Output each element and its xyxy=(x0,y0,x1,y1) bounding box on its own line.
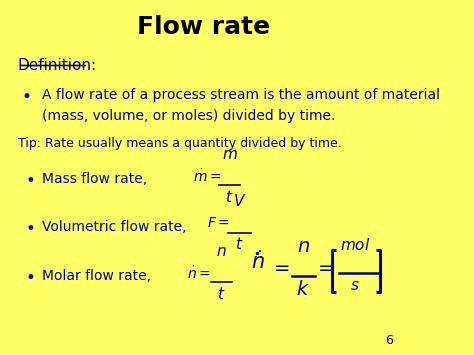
Text: $V$: $V$ xyxy=(233,193,246,209)
Text: Tip: Rate usually means a quantity divided by time.: Tip: Rate usually means a quantity divid… xyxy=(18,137,341,150)
Text: $s$: $s$ xyxy=(350,278,360,293)
Text: $m$: $m$ xyxy=(222,147,237,162)
Text: •: • xyxy=(26,172,36,190)
Text: •: • xyxy=(26,220,36,238)
Text: $F=$: $F=$ xyxy=(207,216,230,230)
Text: Volumetric flow rate,: Volumetric flow rate, xyxy=(42,220,186,234)
Text: A flow rate of a process stream is the amount of material: A flow rate of a process stream is the a… xyxy=(42,88,440,102)
Text: $mol$: $mol$ xyxy=(339,237,370,253)
Text: $t$: $t$ xyxy=(236,236,244,252)
Text: $\dot{m}=$: $\dot{m}=$ xyxy=(193,169,221,185)
Text: $\dot{n}=$: $\dot{n}=$ xyxy=(187,266,211,282)
Text: Definition:: Definition: xyxy=(18,58,97,73)
Text: 6: 6 xyxy=(385,334,393,346)
Text: Molar flow rate,: Molar flow rate, xyxy=(42,269,151,283)
Text: $\dot{n}$: $\dot{n}$ xyxy=(251,251,265,273)
Text: $n$: $n$ xyxy=(216,244,227,258)
Text: •: • xyxy=(22,88,31,106)
Text: $k$: $k$ xyxy=(297,280,310,299)
Text: $n$: $n$ xyxy=(297,237,310,256)
Text: $t$: $t$ xyxy=(217,286,226,302)
Text: Flow rate: Flow rate xyxy=(137,16,270,39)
Text: •: • xyxy=(26,269,36,287)
Text: (mass, volume, or moles) divided by time.: (mass, volume, or moles) divided by time… xyxy=(42,109,335,123)
Text: $=$: $=$ xyxy=(270,257,290,276)
Text: $=$: $=$ xyxy=(314,257,335,276)
Text: Mass flow rate,: Mass flow rate, xyxy=(42,172,147,186)
Text: $t$: $t$ xyxy=(225,189,234,205)
